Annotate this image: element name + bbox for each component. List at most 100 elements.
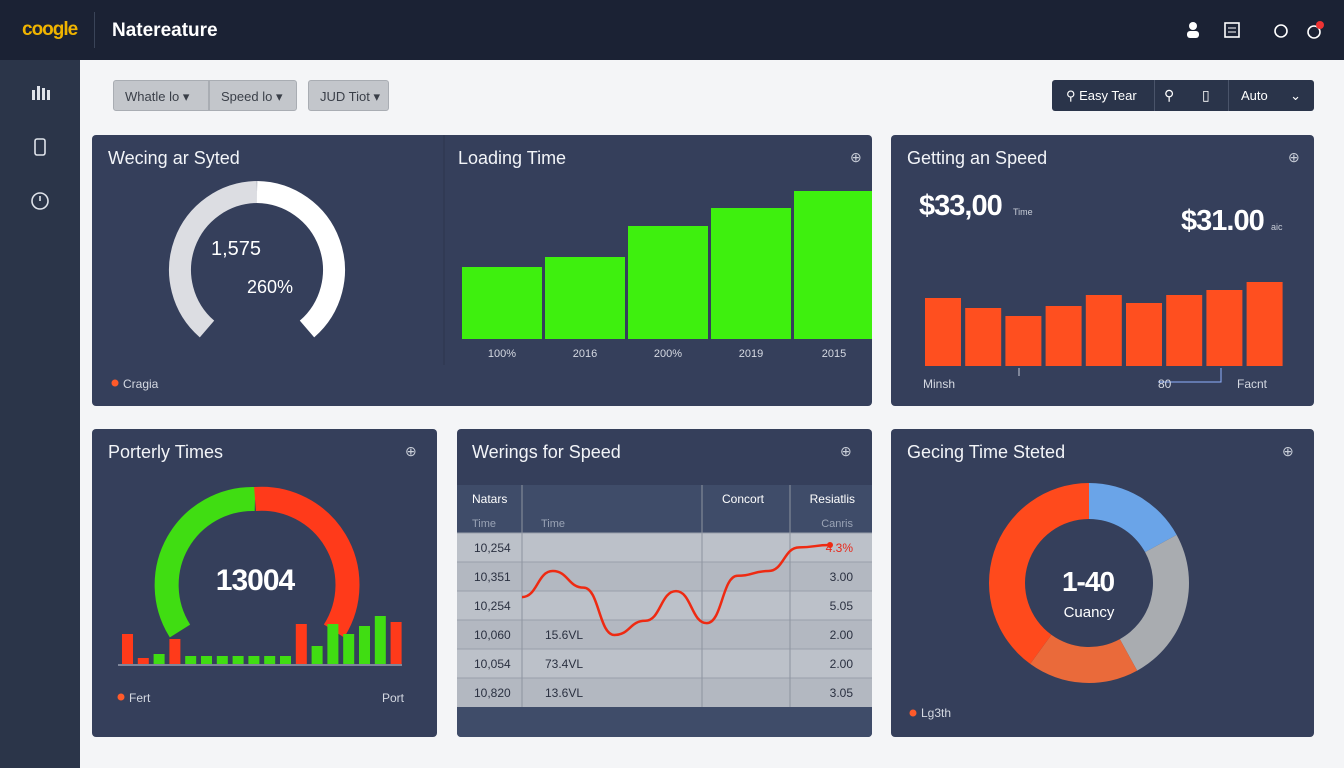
header-icons[interactable] bbox=[1180, 18, 1330, 44]
column-header: Concort bbox=[722, 492, 765, 506]
chart-icon[interactable]: ▯ bbox=[1202, 87, 1210, 103]
panel-graphics: 1-40 Cuancy Lg3th ⊕ bbox=[909, 443, 1294, 720]
bar bbox=[343, 634, 355, 664]
bar bbox=[1085, 295, 1122, 366]
cell: 10,054 bbox=[474, 657, 511, 671]
bar bbox=[232, 656, 244, 664]
x-label: 100% bbox=[488, 348, 516, 360]
divider bbox=[94, 12, 95, 48]
panel-porterly: Porterly Times 13004 Fert Port ⊕ bbox=[92, 429, 437, 737]
legend-dot bbox=[117, 693, 125, 701]
panel-graphics: 13004 Fert Port ⊕ bbox=[117, 443, 417, 705]
cell: 10,254 bbox=[474, 599, 511, 613]
kpi-unit: Time bbox=[1013, 207, 1033, 217]
cell: 2.00 bbox=[830, 628, 854, 642]
filter-button[interactable]: Speed lo ▾ bbox=[209, 80, 297, 111]
divider bbox=[1154, 80, 1155, 111]
bar bbox=[1126, 303, 1162, 366]
search-box[interactable]: ⚲ Easy Tear bbox=[1066, 88, 1137, 103]
sidebar-icons[interactable] bbox=[0, 60, 80, 230]
bar bbox=[295, 624, 307, 664]
bar bbox=[711, 208, 791, 339]
gauge-value: 13004 bbox=[216, 564, 296, 597]
gauge-value: 1,575 bbox=[211, 238, 261, 260]
gauge-arc bbox=[256, 181, 345, 338]
panel-graphics: 1,575 260% Cragia ⊕ 100% 2016 200% 2019 2015 bbox=[111, 135, 872, 391]
column-subheader: Time bbox=[472, 518, 496, 530]
panel-menu[interactable]: ⊕ bbox=[840, 443, 852, 459]
panel-menu[interactable]: ⊕ bbox=[850, 149, 862, 165]
bar bbox=[1166, 295, 1203, 366]
x-label: Facnt bbox=[1237, 377, 1268, 391]
bar bbox=[264, 656, 276, 664]
panel-menu[interactable]: ⊕ bbox=[1288, 149, 1300, 165]
select-label: Auto bbox=[1241, 88, 1268, 103]
bar bbox=[169, 639, 181, 664]
panel-donut: Gecing Time Steted 1-40 Cuancy Lg3th ⊕ bbox=[891, 429, 1314, 737]
panel-table: Werings for Speed Natars Concort Resiatl… bbox=[457, 429, 872, 737]
bar bbox=[248, 656, 260, 664]
x-label: 2015 bbox=[822, 348, 846, 360]
column-subheader: Time bbox=[541, 518, 565, 530]
cell: 10,254 bbox=[474, 541, 511, 555]
filter-button[interactable]: Whatle lo ▾ bbox=[113, 80, 209, 111]
column-header: Natars bbox=[472, 492, 507, 506]
panel-speed: Getting an Speed $33,00 Time $31.00 aic … bbox=[891, 135, 1314, 406]
table-header bbox=[457, 485, 872, 533]
x-label: Minsh bbox=[923, 377, 955, 391]
panel-title: Getting an Speed bbox=[907, 148, 1048, 168]
header: coogle Natereature bbox=[0, 0, 1344, 60]
bar bbox=[185, 656, 197, 664]
legend-label: Cragia bbox=[123, 377, 159, 391]
panel-menu[interactable]: ⊕ bbox=[1282, 443, 1294, 459]
legend-dot bbox=[909, 709, 917, 717]
gauge-arc bbox=[254, 486, 360, 638]
panel-title: Porterly Times bbox=[108, 442, 224, 462]
legend-label: Port bbox=[382, 691, 405, 705]
kpi-unit: aic bbox=[1271, 222, 1283, 232]
panel-menu[interactable]: ⊕ bbox=[405, 443, 417, 459]
logo[interactable]: coogle bbox=[22, 19, 78, 40]
search-icon[interactable]: ⚲ bbox=[1164, 87, 1175, 103]
legend-label: Lg3th bbox=[921, 706, 951, 720]
x-label: 200% bbox=[654, 348, 682, 360]
legend-label: Fert bbox=[129, 691, 151, 705]
table-row bbox=[457, 649, 872, 678]
bar bbox=[216, 656, 228, 664]
cell: 5.05 bbox=[830, 599, 854, 613]
bar bbox=[462, 267, 542, 339]
panel-title: Werings for Speed bbox=[472, 442, 621, 462]
filter-label: JUD Tiot bbox=[320, 89, 370, 104]
cell: 10,060 bbox=[474, 628, 511, 642]
bar bbox=[122, 634, 133, 664]
column-header: Resiatlis bbox=[810, 492, 855, 506]
panel-title: Loading Time bbox=[458, 148, 567, 168]
app-title: Natereature bbox=[112, 20, 218, 41]
bar bbox=[545, 257, 625, 339]
table-footer bbox=[457, 707, 872, 737]
select[interactable]: Auto ⌄ bbox=[1241, 88, 1301, 103]
gauge-arc bbox=[154, 486, 256, 638]
cell: 3.00 bbox=[830, 570, 854, 584]
cell: 3.05 bbox=[830, 686, 854, 700]
bar bbox=[794, 191, 872, 339]
cell: 73.4VL bbox=[545, 657, 583, 671]
bar bbox=[1005, 316, 1042, 366]
sidebar bbox=[0, 60, 80, 768]
cell: 2.00 bbox=[830, 657, 854, 671]
table-row bbox=[457, 678, 872, 707]
bar bbox=[628, 226, 708, 339]
filter-label: Speed lo bbox=[221, 89, 273, 104]
bar bbox=[1045, 306, 1082, 366]
filter-button[interactable]: JUD Tiot ▾ bbox=[308, 80, 389, 111]
gauge-arc bbox=[169, 181, 258, 338]
bracket bbox=[1158, 368, 1222, 383]
bar bbox=[359, 626, 370, 664]
divider bbox=[1228, 80, 1229, 111]
panel-title: Gecing Time Steted bbox=[907, 442, 1066, 462]
bar bbox=[965, 308, 1002, 366]
trend-point bbox=[827, 542, 833, 548]
panel-top: Wecing ar Syted Loading Time 1,575 260% … bbox=[92, 135, 872, 406]
panel-graphics: Natars Concort Resiatlis Time Time Canri… bbox=[457, 443, 872, 737]
